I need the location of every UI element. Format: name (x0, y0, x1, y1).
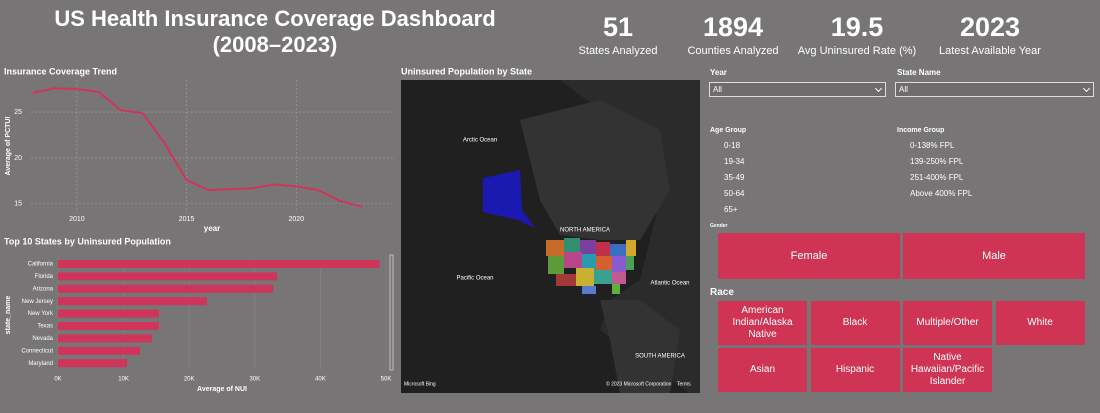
filter-option[interactable]: 139-250% FPL (910, 157, 964, 166)
map-alaska (483, 170, 535, 228)
race-button[interactable]: Asian (718, 348, 807, 392)
x-tick-label: 50K (381, 377, 392, 383)
filter-option[interactable]: 0-18 (724, 141, 741, 150)
gender-button[interactable]: Female (718, 233, 900, 279)
filter-label: Age Group (710, 127, 747, 134)
race-button[interactable]: White (995, 301, 1085, 345)
dropdown[interactable]: All (709, 82, 886, 97)
x-tick-label: 2010 (69, 216, 85, 223)
kpi-card: 19.5 Avg Uninsured Rate (%) (792, 12, 922, 57)
filter-option[interactable]: Above 400% FPL (910, 189, 973, 198)
race-button[interactable]: American Indian/Alaska Native (718, 301, 807, 345)
map-label: Pacific Ocean (456, 276, 493, 282)
y-tick-label: New York (28, 311, 54, 317)
y-tick-label: Arizona (33, 286, 54, 292)
scrollbar (389, 254, 394, 371)
filter-label: State Name (897, 68, 941, 77)
kpi-card: 2023 Latest Available Year (925, 12, 1055, 57)
y-tick-label: Florida (35, 274, 54, 280)
x-tick-label: 20K (184, 377, 195, 383)
filter-label: Income Group (897, 127, 945, 134)
filter-option[interactable]: 50-64 (724, 189, 745, 198)
filter-option[interactable]: 251-400% FPL (910, 173, 964, 182)
kpi-card: 1894 Counties Analyzed (668, 12, 798, 57)
filter-label: Race (710, 287, 734, 298)
y-axis-label: Average of PCTUI (5, 117, 12, 176)
y-tick-label: Nevada (32, 336, 53, 342)
x-tick-label: 10K (118, 377, 129, 383)
bar (58, 309, 160, 318)
race-button[interactable]: Multiple/Other (903, 301, 992, 345)
bar (58, 322, 160, 330)
map-states (546, 238, 636, 294)
y-tick-label: Maryland (28, 361, 53, 367)
kpi-card: 51 States Analyzed (553, 12, 683, 57)
kpi-label: Latest Available Year (939, 45, 1041, 57)
kpi-value: 51 (602, 12, 634, 42)
kpi-label: Counties Analyzed (687, 45, 779, 57)
filter-option[interactable]: 0-138% FPL (910, 141, 955, 150)
map-title: Uninsured Population by State (401, 66, 532, 76)
race-button[interactable]: Native Hawaiian/Pacific Islander (903, 348, 992, 392)
x-tick-label: 0K (54, 377, 61, 383)
chart-title: Insurance Coverage Trend (4, 66, 117, 76)
x-axis-label: year (204, 224, 220, 233)
map-copyright: © 2023 Microsoft Corporation (606, 380, 672, 387)
map-logo: Microsoft Bing (404, 381, 436, 387)
y-tick-label: 20 (14, 155, 22, 162)
dropdown[interactable]: All (895, 82, 1094, 97)
bar (58, 284, 274, 293)
race-button[interactable]: Black (810, 301, 900, 345)
map-label: SOUTH AMERICA (635, 354, 685, 360)
kpi-value: 1894 (702, 12, 764, 42)
map-label: Arctic Ocean (463, 138, 497, 144)
x-tick-label: 40K (315, 377, 326, 383)
y-tick-label: 15 (14, 201, 22, 208)
chart-title: Top 10 States by Uninsured Population (4, 236, 171, 246)
bar (58, 260, 380, 268)
x-tick-label: 2020 (288, 216, 304, 223)
bar (58, 334, 152, 343)
y-tick-label: New Jersey (22, 299, 53, 305)
x-axis-label: Average of NUI (197, 386, 247, 393)
kpi-label: Avg Uninsured Rate (%) (797, 45, 917, 57)
race-button[interactable]: Hispanic (810, 348, 900, 392)
map-land-south (600, 300, 680, 393)
y-axis-label: state_name (5, 296, 12, 335)
kpi-value: 2023 (959, 12, 1021, 42)
filter-label: Gender (710, 223, 728, 229)
filter-option[interactable]: 35-49 (724, 173, 745, 182)
filter-option[interactable]: 65+ (724, 205, 738, 214)
map-terms[interactable]: Terms (677, 381, 691, 387)
map-land (520, 100, 670, 240)
filter-option[interactable]: 19-34 (724, 157, 745, 166)
map-label: Atlantic Ocean (650, 281, 689, 287)
filter-label: Year (710, 68, 727, 77)
bar (58, 359, 127, 368)
title: US Health Insurance Coverage Dashboard (54, 6, 496, 31)
bar (58, 346, 140, 355)
gender-button[interactable]: Male (903, 233, 1085, 279)
x-tick-label: 2015 (179, 216, 195, 223)
kpi-value: 19.5 (830, 12, 884, 42)
bar (58, 272, 278, 281)
title-block: US Health Insurance Coverage Dashboard (… (30, 6, 520, 58)
y-tick-label: Texas (37, 324, 53, 330)
bar (58, 297, 207, 306)
y-tick-label: California (28, 262, 54, 268)
x-tick-label: 30K (249, 377, 260, 383)
subtitle: (2008–2023) (212, 32, 338, 57)
trend-line (32, 87, 363, 208)
map-label: NORTH AMERICA (560, 228, 610, 234)
kpi-label: States Analyzed (578, 45, 658, 57)
y-tick-label: Connecticut (21, 348, 53, 354)
y-tick-label: 25 (14, 109, 22, 116)
